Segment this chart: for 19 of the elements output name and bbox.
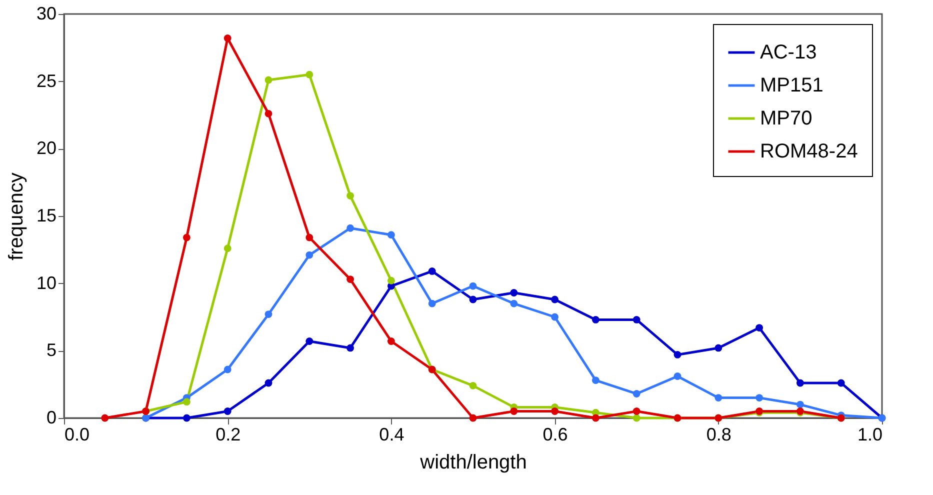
y-tick-label: 30 [36,4,56,24]
y-tick-label: 10 [36,272,56,293]
legend-label: ROM48-24 [760,140,858,162]
x-axis-title: width/length [419,452,527,474]
x-tick-label: 0.8 [706,424,732,444]
legend-label: MP70 [760,108,812,130]
y-tick-label: 25 [36,70,56,91]
y-tick-label: 20 [36,138,56,158]
y-axis-title: frequency [5,172,28,260]
y-tick-label: 5 [46,340,56,360]
x-tick-label: 0.6 [542,424,568,444]
x-tick-label: 1.0 [857,424,882,444]
y-tick-label: 15 [36,206,56,226]
x-tick-label: 0.0 [64,424,90,444]
legend-label: MP151 [760,74,824,96]
x-tick-label: 0.4 [379,424,404,444]
y-tick-label: 0 [46,408,56,428]
legend-label: AC-13 [760,42,817,64]
x-tick-label: 0.2 [216,424,241,444]
